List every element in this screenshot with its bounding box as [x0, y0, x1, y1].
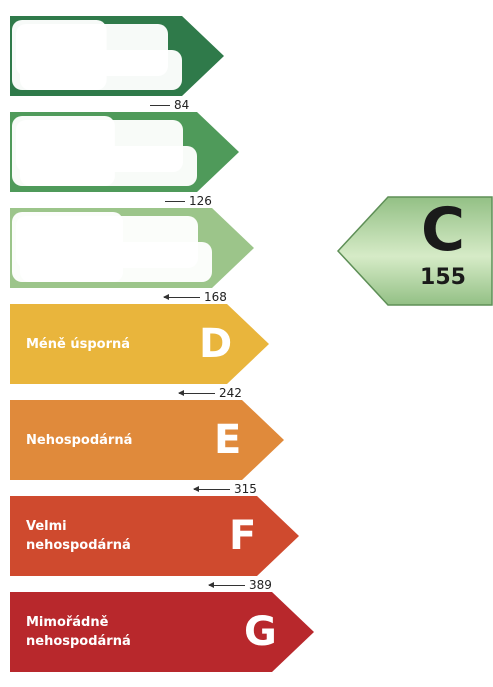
threshold-number: 168 [204, 290, 227, 304]
rating-letter: C [420, 195, 466, 265]
threshold-number: 315 [234, 482, 257, 496]
class-threshold-value: 242 [178, 386, 242, 400]
energy-band-label: Méně úsporná [26, 336, 131, 352]
rating-value: 155 [420, 265, 466, 290]
threshold-number: 389 [249, 578, 272, 592]
energy-band-letter: E [214, 417, 242, 463]
class-threshold-value: 126 [165, 194, 212, 208]
energy-band-shape [10, 400, 284, 480]
class-threshold-value: 168 [163, 290, 227, 304]
rating-arrow-shape [336, 196, 493, 306]
rating-indicator: C 155 [336, 195, 493, 307]
energy-band: Velmi nehospodárná F [10, 496, 299, 576]
energy-band-label: Mimořádně nehospodárná [26, 615, 131, 649]
threshold-arrow-icon [165, 201, 185, 202]
whiteout-overlay [12, 116, 197, 186]
energy-band-shape [10, 16, 224, 96]
threshold-number: 126 [189, 194, 212, 208]
threshold-arrow-icon [208, 582, 245, 588]
energy-band [10, 208, 254, 288]
energy-band: Nehospodárná E [10, 400, 284, 480]
energy-band-shape [10, 208, 254, 288]
whiteout-overlay [12, 20, 182, 90]
threshold-arrow-icon [178, 390, 215, 396]
energy-band-letter: D [199, 321, 233, 367]
class-threshold-value: 315 [193, 482, 257, 496]
energy-band-shape [10, 112, 239, 192]
energy-band [10, 16, 224, 96]
threshold-arrow-icon [150, 105, 170, 106]
threshold-arrow-icon [163, 294, 200, 300]
threshold-arrow-icon [193, 486, 230, 492]
energy-band-shape [10, 304, 269, 384]
energy-band-shape [10, 592, 314, 672]
energy-band-label: Nehospodárná [26, 432, 133, 448]
energy-band [10, 112, 239, 192]
whiteout-overlay [12, 212, 212, 282]
energy-band-letter: F [229, 513, 257, 559]
energy-band-label: Velmi nehospodárná [26, 519, 131, 553]
threshold-number: 84 [174, 98, 190, 112]
energy-band-shape [10, 496, 299, 576]
energy-band: Mimořádně nehospodárná G [10, 592, 314, 672]
energy-band-letter: G [244, 609, 277, 655]
energy-band: Méně úsporná D [10, 304, 269, 384]
class-threshold-value: 389 [208, 578, 272, 592]
threshold-number: 242 [219, 386, 242, 400]
class-threshold-value: 84 [150, 98, 189, 112]
